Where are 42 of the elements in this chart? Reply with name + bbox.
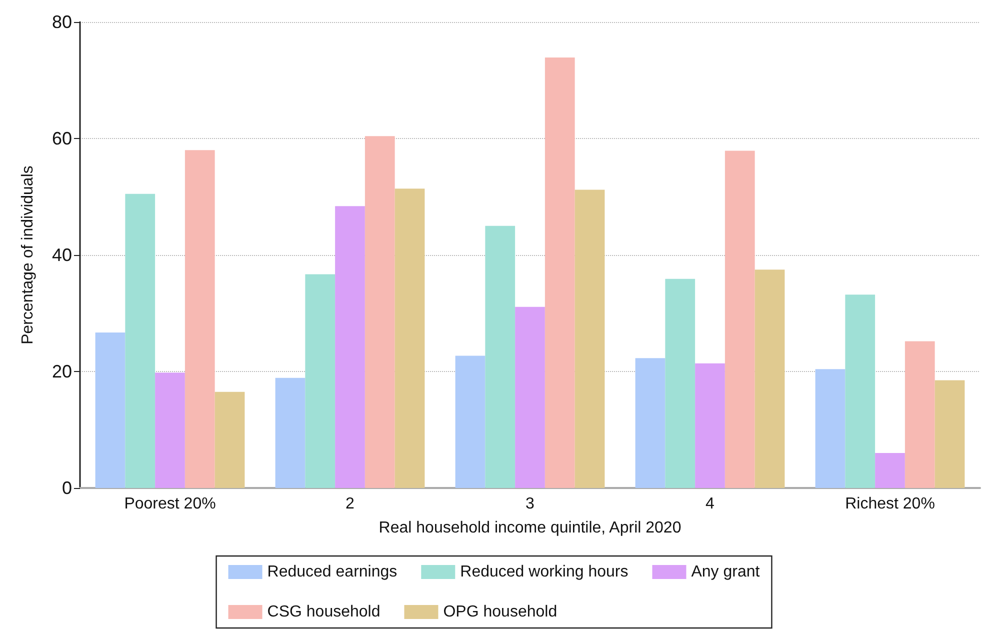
y-tick-label: 0 <box>62 478 72 498</box>
bar <box>695 363 725 488</box>
bar <box>815 369 846 488</box>
y-tick-label: 20 <box>52 362 72 382</box>
x-tick-label: Richest 20% <box>845 496 935 512</box>
bar <box>394 188 425 488</box>
bar <box>155 372 185 488</box>
legend-label: Any grant <box>691 564 760 580</box>
legend-label: OPG household <box>443 604 558 620</box>
bar <box>724 150 755 488</box>
bar <box>754 270 785 488</box>
bar <box>305 274 336 488</box>
bar <box>875 453 905 488</box>
bar <box>485 226 516 488</box>
bar <box>515 306 545 488</box>
y-tick-label: 40 <box>52 245 72 265</box>
bar <box>214 392 245 488</box>
bar <box>184 150 215 488</box>
bar <box>335 206 365 488</box>
bar <box>364 136 395 488</box>
bar <box>635 358 666 488</box>
bar <box>665 278 696 488</box>
bar <box>904 341 935 488</box>
y-tick-label: 60 <box>52 128 72 148</box>
bar <box>455 356 486 488</box>
x-tick-label: 2 <box>346 496 355 512</box>
x-tick-label: 4 <box>706 496 715 512</box>
x-tick-label: 3 <box>526 496 535 512</box>
x-axis-title: Real household income quintile, April 2020 <box>378 520 682 536</box>
bar <box>125 194 156 488</box>
x-tick-label: Poorest 20% <box>124 496 216 512</box>
bar <box>574 190 605 488</box>
legend-label: CSG household <box>267 604 380 620</box>
bar <box>934 380 965 488</box>
y-tick-label: 80 <box>52 12 72 32</box>
legend-label: Reduced working hours <box>460 564 628 580</box>
legend-label: Reduced earnings <box>267 564 398 580</box>
bar <box>95 332 126 488</box>
bar <box>845 294 876 488</box>
bar <box>544 58 575 488</box>
y-axis-title: Percentage of individuals <box>20 166 36 344</box>
bar <box>275 378 306 488</box>
